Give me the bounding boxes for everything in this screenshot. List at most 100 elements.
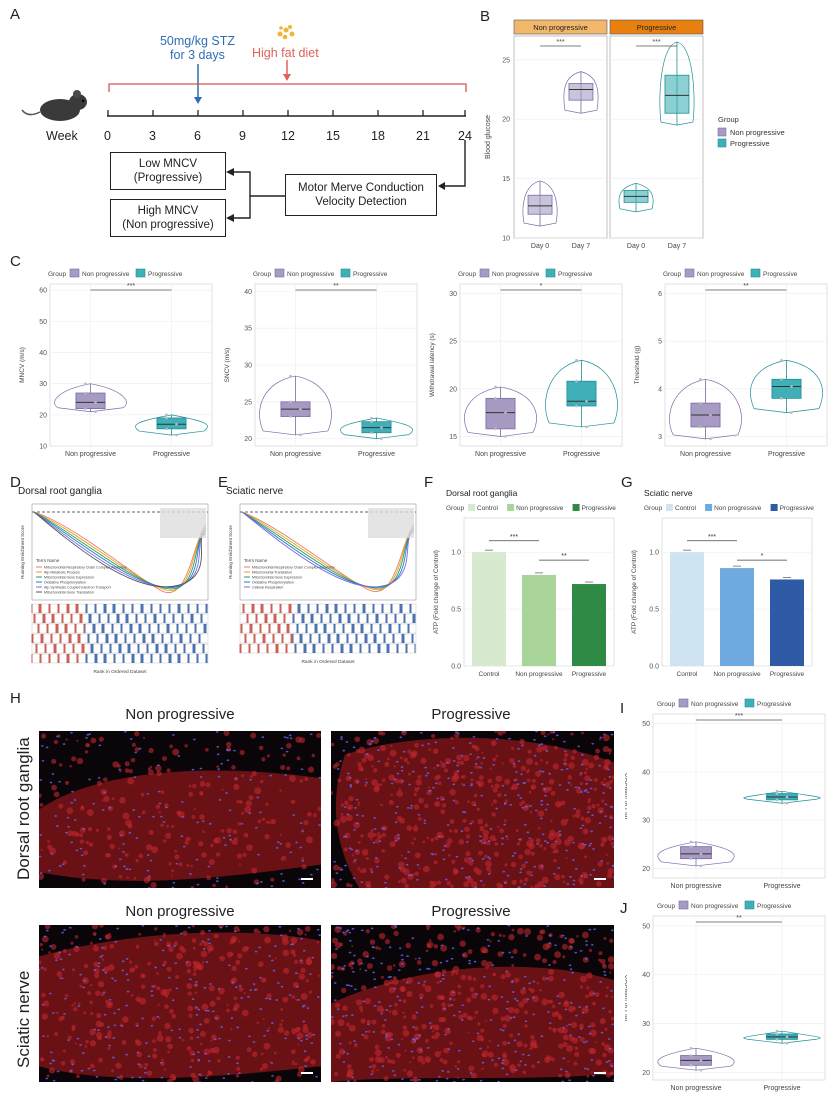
cell [586, 972, 593, 979]
nucleus [258, 946, 262, 949]
cell [434, 801, 441, 808]
nucleus [235, 777, 238, 780]
nucleus [441, 798, 445, 801]
cell [414, 742, 419, 748]
legend-p: Progressive [757, 701, 792, 708]
nucleus [492, 764, 496, 766]
cell [138, 1063, 144, 1069]
cell [507, 1006, 515, 1014]
cell [587, 800, 591, 804]
legend-swatch-np [717, 127, 727, 137]
nucleus [364, 1030, 368, 1033]
cell [138, 932, 142, 936]
nucleus [157, 764, 160, 767]
nucleus [384, 886, 388, 888]
cell [426, 943, 431, 948]
cell [304, 925, 311, 932]
cell [156, 986, 161, 991]
cell [110, 1069, 115, 1073]
nucleus [545, 977, 549, 980]
nucleus [581, 842, 585, 845]
cell [554, 951, 562, 958]
legend-swatch [468, 504, 475, 511]
cell [344, 832, 351, 839]
nucleus [487, 856, 490, 858]
nucleus [508, 951, 512, 954]
cell [526, 870, 532, 876]
cell [450, 736, 454, 740]
cell [414, 871, 419, 876]
nucleus [253, 988, 257, 991]
nucleus [150, 1024, 154, 1027]
hfd-label: High fat diet [252, 46, 319, 60]
cell [194, 991, 198, 994]
cell [237, 929, 241, 932]
nucleus [381, 827, 385, 830]
nucleus [346, 813, 350, 816]
cell [162, 935, 166, 938]
nucleus [495, 737, 499, 740]
nucleus [582, 1041, 586, 1044]
cell [175, 974, 180, 980]
x-tick-label: Progressive [563, 451, 600, 458]
nucleus [344, 864, 347, 867]
cell [608, 752, 611, 755]
y-tick-label: 0.0 [451, 664, 461, 671]
violin [54, 383, 127, 413]
cell [71, 756, 77, 762]
cell [553, 745, 558, 750]
nucleus [295, 985, 299, 988]
nucleus [218, 1037, 221, 1040]
nucleus [384, 1019, 387, 1021]
cell [340, 813, 344, 816]
data-point [165, 416, 168, 420]
nucleus [270, 959, 274, 962]
nucleus [487, 944, 491, 947]
sig-label: *** [735, 713, 743, 720]
legend-swatch-p [545, 268, 556, 278]
nucleus [508, 737, 511, 740]
nucleus [159, 1061, 163, 1064]
nucleus [177, 755, 181, 757]
cell [447, 853, 451, 857]
sig-label: *** [510, 534, 518, 541]
nucleus [147, 887, 151, 888]
nucleus [481, 857, 485, 860]
nucleus [252, 983, 256, 986]
nucleus [479, 766, 483, 769]
cell [343, 847, 348, 852]
nucleus [586, 1068, 590, 1071]
nucleus [479, 880, 483, 882]
nucleus [491, 964, 495, 967]
cell [573, 1061, 578, 1066]
plot-frame [49, 283, 213, 447]
bar [472, 552, 506, 666]
cell [530, 786, 534, 790]
cell [76, 1074, 80, 1079]
cell [300, 993, 308, 1000]
cell [206, 875, 211, 881]
cell [483, 854, 488, 858]
nucleus [245, 967, 248, 970]
cell [557, 1013, 562, 1018]
nucleus [407, 850, 411, 853]
facet-label: Non progressive [533, 23, 588, 32]
nucleus [299, 822, 303, 824]
nucleus [99, 956, 103, 958]
nucleus [556, 995, 560, 998]
low-mncv-box: Low MNCV (Progressive) [110, 152, 226, 190]
nucleus [517, 794, 520, 797]
cell [97, 980, 105, 988]
nucleus [452, 760, 456, 762]
cell [109, 843, 115, 850]
nucleus [39, 968, 41, 971]
nucleus [475, 993, 478, 996]
cell [494, 851, 500, 857]
legend-term: Cellular Respiration [252, 586, 283, 590]
nucleus [587, 1025, 591, 1028]
nucleus [198, 1081, 202, 1082]
cell [333, 1071, 339, 1077]
data-point [775, 1038, 779, 1041]
cell [209, 947, 213, 952]
nucleus [447, 777, 451, 780]
